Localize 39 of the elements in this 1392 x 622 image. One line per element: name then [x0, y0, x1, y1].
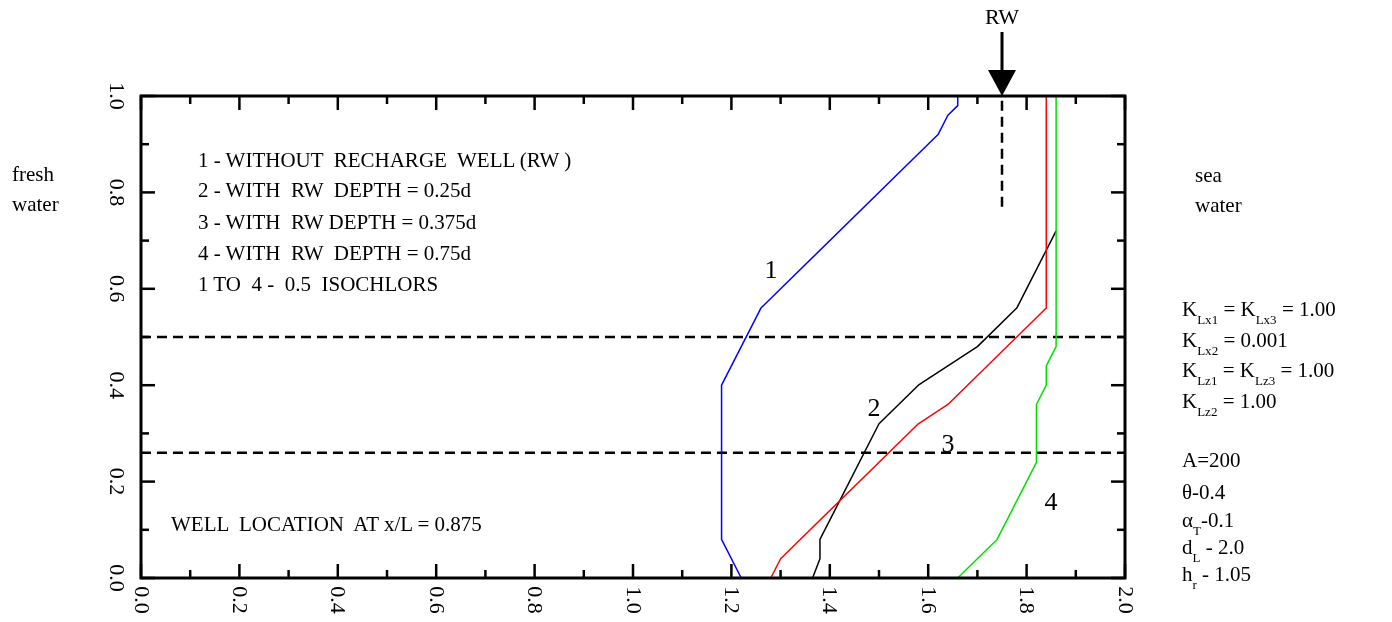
- annotation: 1 TO 4 - 0.5 ISOCHLORS: [198, 272, 439, 296]
- y-tick-label: 0.6: [104, 275, 130, 303]
- x-tick-label: 1.0: [621, 586, 647, 614]
- x-tick-label: 1.8: [1015, 586, 1041, 614]
- text: RW: [984, 4, 1020, 29]
- annotation: 1: [764, 255, 778, 284]
- annotation: 3 - WITH RW DEPTH = 0.375d: [198, 210, 477, 234]
- text: α$_{T}$-0.1: [1182, 508, 1235, 538]
- y-tick-label: 1.0: [104, 82, 130, 110]
- text: fresh water: [12, 162, 59, 217]
- text: A=200: [1182, 448, 1241, 472]
- annotation: 2 - WITH RW DEPTH = 0.25d: [198, 178, 472, 202]
- x-tick-label: 0.8: [523, 586, 549, 614]
- text: K$_{Lx2}$ = 0.001: [1182, 328, 1288, 358]
- annotation: 2: [867, 393, 881, 422]
- y-tick-label: 0.4: [104, 371, 130, 399]
- text: θ-0.4: [1182, 480, 1226, 504]
- x-tick-label: 2.0: [1113, 586, 1139, 614]
- x-tick-label: 0.4: [326, 586, 352, 614]
- text: d$_{L}$ - 2.0: [1182, 535, 1245, 565]
- annotation: 1 - WITHOUT RECHARGE WELL (RW ): [198, 148, 572, 172]
- x-tick-label: 1.2: [720, 586, 745, 614]
- y-tick-label: 0.8: [104, 178, 130, 207]
- text: K$_{Lz2}$ = 1.00: [1182, 389, 1277, 419]
- text: h$_{r}$ - 1.05: [1182, 562, 1252, 592]
- x-tick-label: 1.6: [916, 586, 942, 614]
- annotation: 4: [1044, 487, 1058, 516]
- annotation: 4 - WITH RW DEPTH = 0.75d: [198, 241, 472, 265]
- annotation: WELL LOCATION AT x/L = 0.875: [171, 512, 482, 536]
- x-tick-label: 0.0: [129, 586, 155, 614]
- text: K$_{Lz1}$ = K$_{Lz3}$ = 1.00: [1182, 358, 1335, 388]
- x-tick-label: 0.2: [228, 586, 253, 614]
- y-tick-label: 0.0: [104, 564, 130, 592]
- x-tick-label: 0.6: [424, 586, 450, 614]
- annotation: 3: [941, 429, 955, 458]
- x-tick-label: 1.4: [818, 586, 844, 614]
- text: sea water: [1195, 163, 1242, 218]
- text: K$_{Lx1}$ = K$_{Lx3}$ = 1.00: [1182, 297, 1336, 327]
- y-tick-label: 0.2: [104, 467, 130, 496]
